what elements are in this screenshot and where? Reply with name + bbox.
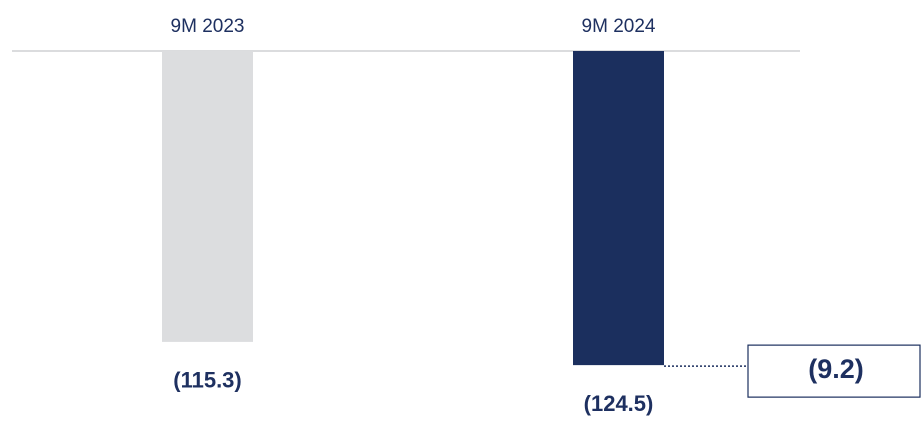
change-box [747,344,921,398]
bar [162,51,253,342]
value-label: (124.5) [584,391,654,416]
x-tick-label: 9M 2023 [171,16,245,37]
bar [573,51,664,366]
change-label: (9.2) [808,354,864,384]
x-tick-label: 9M 2024 [582,16,656,37]
value-label: (115.3) [173,368,242,393]
